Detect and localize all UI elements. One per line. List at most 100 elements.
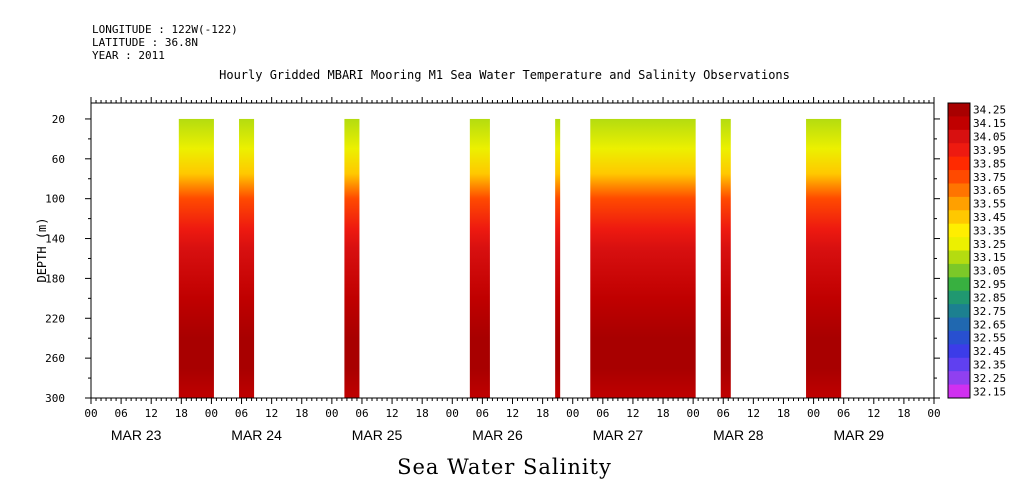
colorbar-label: 32.25 [973, 372, 1006, 385]
colorbar-label: 33.65 [973, 184, 1006, 197]
day-label: MAR 28 [713, 427, 764, 443]
longitude-label: LONGITUDE : 122W(-122) [92, 23, 238, 36]
colorbar-swatch [948, 237, 970, 251]
x-tick-label: 18 [897, 407, 910, 420]
x-tick-label: 12 [265, 407, 278, 420]
colorbar-swatch [948, 371, 970, 386]
colorbar-swatch [948, 330, 970, 345]
x-tick-label: 06 [717, 407, 730, 420]
x-tick-label: 06 [837, 407, 850, 420]
colorbar-label: 33.85 [973, 157, 1006, 170]
axes-layer: 20 60 100 140 180 220 260 300 00 06 12 18 00 06 12 18 00… [45, 97, 941, 443]
y-tick-label: 140 [45, 233, 65, 246]
salinity-data-segment [806, 118, 842, 398]
colorbar-swatch [948, 250, 970, 265]
colorbar-label: 33.55 [973, 198, 1006, 211]
colorbar-swatch [948, 156, 970, 171]
y-tick-label: 20 [52, 113, 65, 126]
colorbar-label: 33.95 [973, 144, 1006, 157]
salinity-data-segment [720, 118, 731, 398]
colorbar-label: 33.35 [973, 224, 1006, 237]
colorbar-label: 33.75 [973, 171, 1006, 184]
x-tick-label: 00 [325, 407, 338, 420]
x-tick-label: 00 [807, 407, 820, 420]
y-tick-label: 220 [45, 312, 65, 325]
colorbar-swatch [948, 344, 970, 359]
colorbar-swatch [948, 183, 970, 198]
colorbar-label: 34.25 [973, 104, 1006, 117]
colorbar-label: 32.55 [973, 332, 1006, 345]
x-tick-label: 06 [235, 407, 248, 420]
colorbar-swatch [948, 263, 970, 278]
salinity-data-segment [590, 118, 696, 398]
colorbar-swatch [948, 196, 970, 211]
x-tick-label: 12 [747, 407, 760, 420]
x-tick-label: 06 [596, 407, 609, 420]
chart-caption: Sea Water Salinity [397, 455, 612, 479]
colorbar-label: 32.45 [973, 345, 1006, 358]
colorbar-label: 33.05 [973, 265, 1006, 278]
colorbar-label: 34.05 [973, 131, 1006, 144]
chart-title: Hourly Gridded MBARI Mooring M1 Sea Wate… [219, 68, 790, 82]
y-tick-label: 180 [45, 272, 65, 285]
colorbar-swatch [948, 129, 970, 144]
latitude-label: LATITUDE : 36.8N [92, 36, 198, 49]
colorbar-label: 33.25 [973, 238, 1006, 251]
x-tick-label: 12 [626, 407, 639, 420]
day-label: MAR 25 [352, 427, 403, 443]
day-label: MAR 27 [593, 427, 644, 443]
colorbar-label: 32.65 [973, 318, 1006, 331]
year-label: YEAR : 2011 [92, 49, 165, 62]
colorbar-swatch [948, 277, 970, 292]
salinity-data-segment [344, 118, 360, 398]
x-tick-label: 18 [656, 407, 669, 420]
x-tick-label: 18 [416, 407, 429, 420]
colorbar-swatch [948, 210, 970, 225]
plot-data-layer [178, 118, 842, 398]
y-axis-label: DEPTH (m) [35, 217, 49, 282]
colorbar-label: 33.15 [973, 251, 1006, 264]
colorbar-swatch [948, 116, 970, 131]
colorbar-swatch [948, 384, 970, 399]
x-tick-label: 18 [295, 407, 308, 420]
day-label: MAR 24 [231, 427, 282, 443]
y-tick-label: 100 [45, 193, 65, 206]
x-tick-label: 12 [145, 407, 158, 420]
salinity-data-segment [239, 118, 255, 398]
colorbar-label: 34.15 [973, 117, 1006, 130]
x-tick-label: 18 [175, 407, 188, 420]
colorbar-swatch [948, 304, 970, 319]
x-tick-label: 18 [777, 407, 790, 420]
salinity-data-segment [469, 118, 490, 398]
colorbar-frame [947, 102, 971, 399]
y-tick-label: 260 [45, 352, 65, 365]
colorbar-swatch [948, 317, 970, 332]
colorbar-label: 32.95 [973, 278, 1006, 291]
colorbar-swatch [948, 290, 970, 305]
day-label: MAR 29 [833, 427, 884, 443]
colorbar-swatch [948, 103, 970, 117]
salinity-data-segment [555, 118, 561, 398]
x-tick-label: 00 [205, 407, 218, 420]
colorbar-swatch [948, 170, 970, 184]
colorbar-label: 32.15 [973, 385, 1006, 398]
y-tick-label: 60 [52, 153, 65, 166]
x-tick-label: 00 [446, 407, 459, 420]
colorbar-label: 32.35 [973, 358, 1006, 371]
day-label: MAR 23 [111, 427, 162, 443]
colorbar: 34.2534.1534.0533.9533.8533.7533.6533.55… [947, 102, 1006, 399]
x-tick-label: 12 [867, 407, 880, 420]
colorbar-label: 32.75 [973, 305, 1006, 318]
colorbar-swatch [948, 223, 970, 238]
colorbar-swatch [948, 357, 970, 372]
x-tick-label: 12 [385, 407, 398, 420]
x-tick-label: 12 [506, 407, 519, 420]
colorbar-label: 32.85 [973, 291, 1006, 304]
x-tick-label: 00 [566, 407, 579, 420]
colorbar-swatch [948, 143, 970, 158]
x-tick-label: 06 [114, 407, 127, 420]
x-tick-label: 06 [355, 407, 368, 420]
x-tick-label: 00 [927, 407, 940, 420]
y-tick-label: 300 [45, 392, 65, 405]
